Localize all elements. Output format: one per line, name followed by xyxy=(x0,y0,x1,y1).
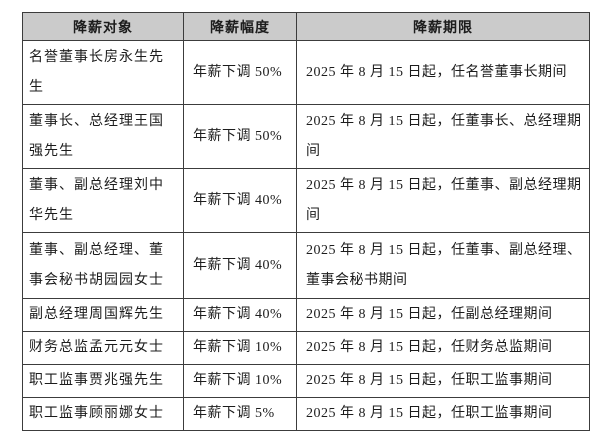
table-row: 副总经理周国辉先生 年薪下调 40% 2025 年 8 月 15 日起，任副总经… xyxy=(22,298,590,332)
cell-target: 职工监事贾兆强先生 xyxy=(22,364,184,398)
table-row: 财务总监孟元元女士 年薪下调 10% 2025 年 8 月 15 日起，任财务总… xyxy=(22,331,590,365)
cell-period: 2025 年 8 月 15 日起，任职工监事期间 xyxy=(296,397,590,431)
salary-reduction-table: 降薪对象 降薪幅度 降薪期限 名誉董事长房永生先生 年薪下调 50% 2025 … xyxy=(22,12,590,431)
table-row: 董事、副总经理刘中华先生 年薪下调 40% 2025 年 8 月 15 日起，任… xyxy=(22,168,590,233)
table-row: 名誉董事长房永生先生 年薪下调 50% 2025 年 8 月 15 日起，任名誉… xyxy=(22,40,590,105)
column-header-reduction: 降薪幅度 xyxy=(183,12,297,41)
cell-period: 2025 年 8 月 15 日起，任董事长、总经理期间 xyxy=(296,104,590,169)
cell-period: 2025 年 8 月 15 日起，任名誉董事长期间 xyxy=(296,40,590,105)
table-row: 职工监事顾丽娜女士 年薪下调 5% 2025 年 8 月 15 日起，任职工监事… xyxy=(22,397,590,431)
cell-period: 2025 年 8 月 15 日起，任董事、副总经理期间 xyxy=(296,168,590,233)
cell-target: 名誉董事长房永生先生 xyxy=(22,40,184,105)
cell-period: 2025 年 8 月 15 日起，任财务总监期间 xyxy=(296,331,590,365)
column-header-target: 降薪对象 xyxy=(22,12,184,41)
table-row: 董事长、总经理王国强先生 年薪下调 50% 2025 年 8 月 15 日起，任… xyxy=(22,104,590,169)
table-row: 职工监事贾兆强先生 年薪下调 10% 2025 年 8 月 15 日起，任职工监… xyxy=(22,364,590,398)
column-header-period: 降薪期限 xyxy=(296,12,590,41)
table-header-row: 降薪对象 降薪幅度 降薪期限 xyxy=(22,12,590,41)
cell-target: 董事长、总经理王国强先生 xyxy=(22,104,184,169)
cell-target: 副总经理周国辉先生 xyxy=(22,298,184,332)
cell-reduction: 年薪下调 40% xyxy=(183,232,297,299)
cell-reduction: 年薪下调 40% xyxy=(183,168,297,233)
cell-target: 董事、副总经理刘中华先生 xyxy=(22,168,184,233)
cell-target: 财务总监孟元元女士 xyxy=(22,331,184,365)
cell-target: 职工监事顾丽娜女士 xyxy=(22,397,184,431)
cell-reduction: 年薪下调 50% xyxy=(183,104,297,169)
cell-period: 2025 年 8 月 15 日起，任董事、副总经理、董事会秘书期间 xyxy=(296,232,590,299)
cell-reduction: 年薪下调 5% xyxy=(183,397,297,431)
cell-period: 2025 年 8 月 15 日起，任职工监事期间 xyxy=(296,364,590,398)
cell-reduction: 年薪下调 10% xyxy=(183,364,297,398)
cell-reduction: 年薪下调 10% xyxy=(183,331,297,365)
table-row: 董事、副总经理、董事会秘书胡园园女士 年薪下调 40% 2025 年 8 月 1… xyxy=(22,232,590,299)
cell-period: 2025 年 8 月 15 日起，任副总经理期间 xyxy=(296,298,590,332)
cell-reduction: 年薪下调 50% xyxy=(183,40,297,105)
cell-reduction: 年薪下调 40% xyxy=(183,298,297,332)
cell-target: 董事、副总经理、董事会秘书胡园园女士 xyxy=(22,232,184,299)
